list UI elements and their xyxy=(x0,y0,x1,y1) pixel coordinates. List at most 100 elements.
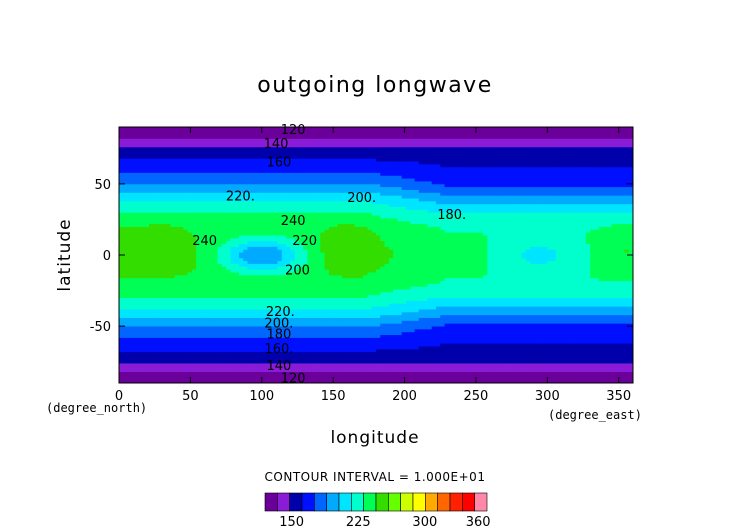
field-cell xyxy=(294,326,300,330)
field-cell xyxy=(136,297,141,301)
field-cell xyxy=(170,127,176,131)
field-cell xyxy=(166,209,171,213)
field-cell xyxy=(354,323,360,327)
field-cell xyxy=(303,291,308,296)
field-cell xyxy=(251,243,257,247)
field-cell xyxy=(208,320,214,324)
field-cell xyxy=(243,280,248,284)
field-cell xyxy=(166,257,171,262)
field-cell xyxy=(260,146,266,151)
field-cell xyxy=(307,303,313,307)
field-cell xyxy=(354,306,360,310)
field-cell xyxy=(123,237,128,242)
field-cell xyxy=(320,374,325,378)
field-cell xyxy=(226,166,231,171)
field-cell xyxy=(354,297,360,301)
field-cell xyxy=(281,368,287,373)
field-cell xyxy=(311,260,317,264)
field-cell xyxy=(157,226,163,230)
field-cell xyxy=(166,320,171,324)
field-cell xyxy=(170,306,176,310)
field-cell xyxy=(298,266,304,270)
field-cell xyxy=(166,158,171,162)
field-cell xyxy=(230,311,236,316)
field-cell xyxy=(217,186,223,190)
field-cell xyxy=(303,237,308,242)
field-cell xyxy=(119,266,124,270)
field-cell xyxy=(311,368,317,373)
field-cell xyxy=(230,200,236,205)
field-cell xyxy=(144,323,150,327)
field-cell xyxy=(286,235,291,239)
field-cell xyxy=(337,138,343,142)
field-cell xyxy=(238,172,244,176)
field-cell xyxy=(303,132,308,136)
field-cell xyxy=(290,257,296,262)
field-cell xyxy=(328,232,334,236)
field-cell xyxy=(174,203,180,208)
field-cell xyxy=(277,311,283,316)
field-cell xyxy=(238,323,244,327)
field-cell xyxy=(303,203,308,208)
field-cell xyxy=(196,291,201,296)
field-cell xyxy=(157,334,163,338)
field-cell xyxy=(243,189,248,193)
field-cell xyxy=(256,309,261,313)
field-cell xyxy=(247,146,253,151)
field-cell xyxy=(157,331,163,336)
field-cell xyxy=(243,192,248,196)
field-cell xyxy=(174,181,180,185)
field-cell xyxy=(277,331,283,336)
field-cell xyxy=(294,257,300,262)
field-cell xyxy=(307,235,313,239)
field-cell xyxy=(290,368,296,373)
field-cell xyxy=(166,346,171,350)
field-cell xyxy=(247,169,253,173)
field-cell xyxy=(213,280,218,284)
field-cell xyxy=(311,229,317,233)
field-cell xyxy=(273,317,278,321)
field-cell xyxy=(333,289,338,293)
field-cell xyxy=(221,360,227,364)
field-cell xyxy=(230,303,236,307)
field-cell xyxy=(303,326,308,330)
field-cell xyxy=(286,368,291,373)
field-cell xyxy=(264,132,270,136)
field-cell xyxy=(221,144,227,148)
field-cell xyxy=(153,277,158,281)
field-cell xyxy=(247,289,253,293)
field-cell xyxy=(221,309,227,313)
field-cell xyxy=(157,380,163,383)
field-cell xyxy=(256,212,261,216)
field-cell xyxy=(307,269,313,273)
field-cell xyxy=(273,223,278,227)
field-cell xyxy=(226,209,231,213)
field-cell xyxy=(260,371,266,375)
field-cell xyxy=(187,161,193,165)
field-cell xyxy=(273,326,278,330)
field-cell xyxy=(273,346,278,350)
field-cell xyxy=(140,311,146,316)
field-cell xyxy=(333,158,338,162)
field-cell xyxy=(148,351,154,355)
field-cell xyxy=(243,286,248,290)
field-cell xyxy=(264,351,270,355)
field-cell xyxy=(290,206,296,210)
field-cell xyxy=(191,175,197,179)
field-cell xyxy=(328,181,334,185)
field-cell xyxy=(307,277,313,281)
field-cell xyxy=(148,212,154,216)
field-cell xyxy=(140,380,146,383)
field-cell xyxy=(136,283,141,287)
field-cell xyxy=(350,138,355,142)
field-cell xyxy=(204,149,210,153)
field-cell xyxy=(221,161,227,165)
field-cell xyxy=(286,272,291,276)
field-cell xyxy=(140,158,146,162)
field-cell xyxy=(286,360,291,364)
field-cell xyxy=(247,135,253,139)
field-cell xyxy=(238,141,244,145)
field-cell xyxy=(213,192,218,196)
field-cell xyxy=(183,377,188,381)
field-cell xyxy=(166,289,171,293)
